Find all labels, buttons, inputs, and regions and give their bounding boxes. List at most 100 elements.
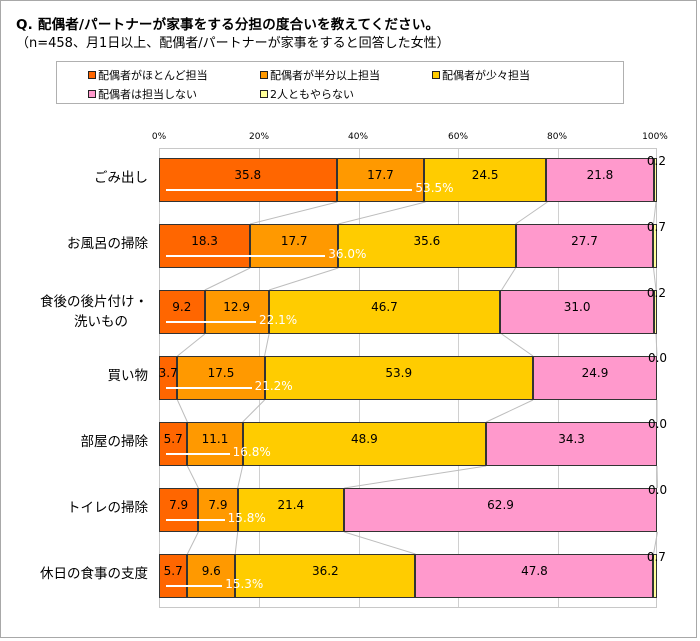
bar-segment: 0.2 [647, 154, 666, 202]
bar-segment: 9.2 [159, 290, 205, 334]
bar-segment: 5.7 [159, 554, 188, 598]
category-label-line2: 洗いもの [74, 314, 128, 330]
category-label: 休日の食事の支度 [40, 566, 148, 582]
legend-label: 配偶者が半分以上担当 [270, 69, 380, 82]
cumulative-label: 22.1% [259, 313, 298, 327]
cumulative-line [166, 387, 252, 389]
segment-value: 0.7 [646, 550, 666, 564]
segment-value: 36.2 [311, 564, 339, 578]
bar-segment: 5.7 [159, 422, 188, 466]
cumulative-label: 15.8% [227, 511, 266, 525]
cumulative-label: 16.8% [232, 445, 271, 459]
legend-swatch-icon [88, 90, 96, 98]
x-tick-80: 80% [546, 132, 568, 142]
segment-value: 11.1 [201, 432, 229, 446]
segment-value: 18.3 [191, 234, 218, 248]
bar-segment: 0.2 [647, 286, 666, 334]
bar-segment: 36.2 [235, 554, 416, 598]
legend-swatch-icon [88, 71, 96, 79]
bar-segment: 48.9 [242, 422, 487, 466]
legend-item-neither: 2人ともやらない [260, 86, 354, 102]
segment-value: 47.8 [521, 564, 548, 578]
cumulative-label: 21.2% [254, 379, 293, 393]
bar-row: 35.8 17.7 24.5 21.8 0.2 [159, 154, 666, 202]
bar-segment: 34.3 [486, 422, 657, 466]
bar-segment: 3.7 [158, 356, 178, 400]
x-tick-60: 60% [447, 132, 469, 142]
segment-value: 17.7 [367, 168, 394, 182]
bar-segment: 18.3 [159, 224, 251, 268]
legend-label: 配偶者がほとんど担当 [98, 69, 208, 82]
segment-value: 7.9 [169, 498, 189, 512]
category-label: トイレの掃除 [67, 500, 148, 516]
segment-value: 0.2 [646, 286, 667, 300]
chart-subtitle: （n=458、月1日以上、配偶者/パートナーが家事をすると回答した女性） [16, 36, 450, 51]
segment-value: 17.5 [207, 366, 235, 380]
category-label: 食後の後片付け・洗いもの [40, 292, 148, 332]
bar-row: 3.7 17.5 53.9 24.9 0.0 [158, 351, 667, 400]
segment-value: 35.6 [413, 234, 441, 248]
bar-segment: 7.9 [198, 488, 238, 532]
segment-value: 53.9 [385, 366, 413, 380]
segment-value: 48.9 [351, 432, 378, 446]
bar-segment: 46.7 [268, 290, 501, 334]
bar-segment: 35.6 [338, 224, 516, 268]
segment-value: 0.0 [647, 351, 668, 365]
bar-segment: 17.5 [177, 356, 265, 400]
segment-value: 12.9 [223, 300, 250, 314]
segment-value: 21.8 [586, 168, 614, 182]
legend-label: 2人ともやらない [270, 88, 354, 101]
x-tick-40: 40% [347, 132, 369, 142]
bar-row: 7.9 7.9 21.4 62.9 0.0 [159, 483, 667, 532]
bar-segment: 9.6 [187, 554, 236, 598]
category-label: 買い物 [107, 368, 149, 384]
legend-swatch-icon [260, 71, 268, 79]
segment-value: 34.3 [558, 432, 585, 446]
x-tick-20: 20% [248, 132, 270, 142]
cumulative-label: 53.5% [415, 181, 454, 195]
cumulative-line [166, 519, 225, 521]
bar-segment: 47.8 [415, 554, 654, 598]
cumulative-line [166, 453, 230, 455]
bar-row: 18.3 17.7 35.6 27.7 0.7 [159, 220, 666, 268]
segment-value: 7.9 [208, 498, 228, 512]
segment-value: 5.7 [163, 432, 183, 446]
bar-segment: 21.8 [545, 158, 654, 202]
segment-value: 0.0 [648, 483, 668, 497]
legend-item-mostly: 配偶者がほとんど担当 [88, 67, 208, 83]
cumulative-label: 36.0% [328, 247, 367, 261]
cumulative-line [166, 321, 257, 323]
bar-segment: 24.5 [424, 158, 546, 202]
bar-segment: 27.7 [515, 224, 654, 268]
segment-value: 0.7 [646, 220, 666, 234]
bar-segment: 24.9 [532, 356, 657, 400]
segment-value: 9.2 [172, 300, 192, 314]
bar-row: 9.2 12.9 46.7 31.0 0.2 [159, 286, 666, 334]
segment-value: 0.2 [646, 154, 666, 168]
bar-segment: 31.0 [500, 290, 655, 334]
bar-segment: 21.4 [237, 488, 345, 532]
category-label: お風呂の掃除 [67, 236, 148, 252]
segment-value: 31.0 [563, 300, 591, 314]
segment-value: 46.7 [371, 300, 398, 314]
bar-segment: 35.8 [159, 158, 337, 202]
bar-segment: 17.7 [336, 158, 425, 202]
segment-value: 62.9 [487, 498, 514, 512]
segment-value: 35.8 [234, 168, 262, 182]
x-tick-100: 100% [642, 132, 668, 142]
legend-item-a-little: 配偶者が少々担当 [432, 67, 530, 83]
bar-segment: 53.9 [264, 356, 533, 400]
segment-value: 21.4 [277, 498, 305, 512]
bar-segment: 17.7 [250, 224, 339, 268]
legend-item-half-or-more: 配偶者が半分以上担当 [260, 67, 380, 83]
category-label-line1: 食後の後片付け・ [40, 294, 148, 310]
segment-value: 27.7 [571, 234, 598, 248]
bar-segment: 62.9 [344, 488, 658, 532]
segment-value: 24.5 [471, 168, 499, 182]
cumulative-line [166, 585, 223, 587]
segment-value: 3.7 [158, 366, 178, 380]
segment-value: 24.9 [581, 366, 609, 380]
bar-segment: 0.7 [647, 550, 666, 598]
cumulative-line [166, 189, 413, 191]
segment-value: 9.6 [201, 564, 221, 578]
